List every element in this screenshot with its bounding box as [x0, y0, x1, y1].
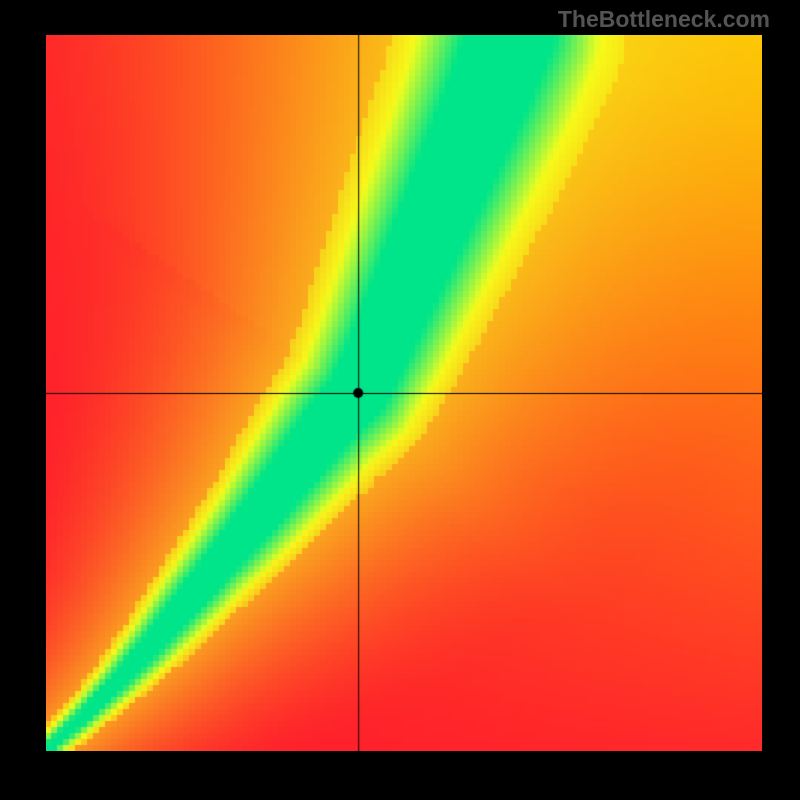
heatmap-canvas: [46, 35, 762, 751]
chart-container: TheBottleneck.com: [0, 0, 800, 800]
watermark-text: TheBottleneck.com: [558, 6, 770, 33]
